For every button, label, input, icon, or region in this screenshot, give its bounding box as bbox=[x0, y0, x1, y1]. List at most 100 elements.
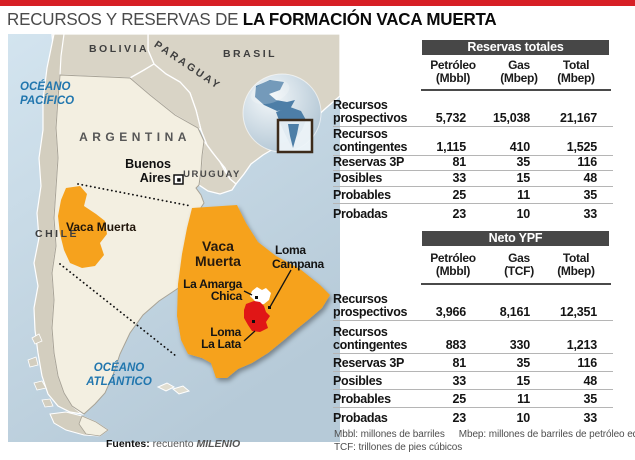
footnote-tcf: TCF: trillones de pies cúbicos bbox=[334, 442, 463, 453]
table-row: Probadas 23 10 33 bbox=[333, 204, 613, 222]
cell-value: 12,351 bbox=[559, 305, 597, 319]
column-name: Gas bbox=[508, 251, 530, 265]
header-underline bbox=[421, 283, 611, 285]
footnote-line-1: Mbbl: millones de barriles Mbep: millones… bbox=[334, 429, 635, 440]
row-label-2: prospectivos bbox=[333, 305, 408, 319]
label-brasil: BRASIL bbox=[223, 48, 277, 60]
globe-locator bbox=[242, 73, 322, 154]
table-row: Probables 25 11 35 bbox=[333, 390, 613, 408]
table-row: Posibles 33 15 48 bbox=[333, 372, 613, 390]
label-bolivia: BOLIVIA bbox=[89, 43, 149, 55]
loma-la-lata-area bbox=[244, 301, 270, 332]
column-header-gas: Gas (TCF) bbox=[485, 252, 553, 278]
label-argentina: ARGENTINA bbox=[79, 130, 191, 144]
label-la-amarga-2: Chica bbox=[211, 289, 243, 303]
cell-value: 48 bbox=[583, 171, 597, 185]
label-ocean-pacific-1: OCÉANO bbox=[20, 80, 71, 93]
table-row: Reservas 3P 81 35 116 bbox=[333, 354, 613, 372]
label-inset-vaca: Vaca bbox=[202, 238, 234, 254]
cell-value: 8,161 bbox=[499, 305, 530, 319]
cell-value: 330 bbox=[509, 338, 530, 352]
table-title-bar: Reservas totales bbox=[422, 40, 609, 55]
source-text: recuento bbox=[149, 438, 197, 450]
column-name: Total bbox=[562, 251, 590, 265]
source-label: Fuentes: bbox=[106, 438, 150, 450]
cell-value: 116 bbox=[577, 356, 597, 370]
table-rows: Recursos prospectivos 3,966 8,161 12,351 … bbox=[333, 285, 613, 426]
leader-loma-la-lata bbox=[243, 330, 256, 342]
cell-value: 10 bbox=[516, 411, 530, 425]
label-loma-la-lata-1: Loma bbox=[210, 325, 241, 339]
label-inset-muerta: Muerta bbox=[195, 253, 241, 269]
table-row: Posibles 33 15 48 bbox=[333, 171, 613, 187]
row-label: Recursos bbox=[333, 98, 388, 112]
row-label-2: prospectivos bbox=[333, 111, 408, 125]
cell-value: 35 bbox=[516, 356, 530, 370]
row-label: Recursos bbox=[333, 127, 388, 141]
label-ocean-atlantic-2: ATLÁNTICO bbox=[85, 375, 152, 388]
cell-value: 81 bbox=[452, 155, 466, 169]
row-label: Probadas bbox=[333, 411, 388, 425]
column-name: Gas bbox=[508, 58, 530, 72]
cell-value: 33 bbox=[452, 374, 466, 388]
table-row: Reservas 3P 81 35 116 bbox=[333, 156, 613, 171]
column-header-gas: Gas (Mbep) bbox=[485, 59, 553, 85]
cell-value: 11 bbox=[517, 392, 530, 406]
label-loma-campana-1: Loma bbox=[275, 243, 306, 257]
table-row: Recursos contingentes 1,115 410 1,525 bbox=[333, 127, 613, 156]
argentina-region bbox=[51, 74, 205, 415]
label-la-amarga-1: La Amarga bbox=[183, 277, 243, 291]
row-label-2: contingentes bbox=[333, 140, 408, 154]
table-neto-ypf: Neto YPF Petróleo (Mbbl) Gas (TCF) Total… bbox=[333, 231, 613, 426]
argentina-map: BOLIVIA PARAGUAY BRASIL URUGUAY CHILE AR… bbox=[8, 34, 340, 442]
table-reservas-totales: Reservas totales Petróleo (Mbbl) Gas (Mb… bbox=[333, 40, 613, 223]
row-label: Recursos bbox=[333, 292, 388, 306]
column-unit: (Mbbl) bbox=[435, 71, 471, 85]
la-amarga-chica-area bbox=[250, 287, 271, 305]
cell-value: 33 bbox=[583, 207, 597, 221]
column-unit: (Mbbl) bbox=[435, 264, 471, 278]
label-ocean-pacific-2: PACÍFICO bbox=[20, 94, 74, 107]
header-underline bbox=[421, 89, 611, 91]
column-unit: (TCF) bbox=[504, 264, 534, 278]
label-vaca-muerta-main: Vaca Muerta bbox=[66, 220, 136, 234]
row-label: Reservas 3P bbox=[333, 155, 405, 169]
table-row: Recursos prospectivos 3,966 8,161 12,351 bbox=[333, 285, 613, 321]
cell-value: 3,966 bbox=[435, 305, 466, 319]
column-name: Petróleo bbox=[430, 251, 476, 265]
row-label-2: contingentes bbox=[333, 338, 408, 352]
cell-value: 33 bbox=[583, 411, 597, 425]
site-dot-la-amarga bbox=[255, 296, 258, 299]
cell-value: 81 bbox=[452, 356, 466, 370]
cell-value: 35 bbox=[583, 392, 597, 406]
globe-square-south-america bbox=[288, 124, 299, 148]
column-header-petroleo: Petróleo (Mbbl) bbox=[415, 59, 491, 85]
table-row: Probadas 23 10 33 bbox=[333, 408, 613, 426]
cell-value: 883 bbox=[445, 338, 466, 352]
top-accent-bar bbox=[0, 0, 635, 6]
page-title-bold: LA FORMACIÓN VACA MUERTA bbox=[242, 9, 497, 29]
table-row: Recursos prospectivos 5,732 15,038 21,167 bbox=[333, 91, 613, 127]
source-brand: MILENIO bbox=[196, 438, 241, 450]
cell-value: 23 bbox=[452, 207, 466, 221]
row-label: Reservas 3P bbox=[333, 356, 405, 370]
site-dot-loma-campana bbox=[268, 306, 271, 309]
column-unit: (Mbep) bbox=[557, 71, 595, 85]
table-title-bar: Neto YPF bbox=[422, 231, 609, 246]
map-svg: BOLIVIA PARAGUAY BRASIL URUGUAY CHILE AR… bbox=[8, 34, 340, 442]
cell-value: 48 bbox=[583, 374, 597, 388]
buenos-aires-marker-dot bbox=[177, 178, 181, 182]
globe-north-america bbox=[255, 80, 295, 111]
malvinas-islands bbox=[156, 382, 191, 395]
dotted-leader-bottom bbox=[59, 263, 177, 357]
footnote-mbbl: Mbbl: millones de barriles bbox=[334, 429, 445, 440]
cell-value: 25 bbox=[452, 188, 466, 202]
page-title: RECURSOS Y RESERVAS DE LA FORMACIÓN VACA… bbox=[7, 9, 608, 30]
cell-value: 1,115 bbox=[436, 140, 466, 154]
table-rows: Recursos prospectivos 5,732 15,038 21,167… bbox=[333, 91, 613, 222]
cell-value: 21,167 bbox=[559, 111, 597, 125]
tierra-del-fuego-argentina bbox=[78, 415, 109, 437]
row-label: Probables bbox=[333, 188, 391, 202]
column-unit: (Mbep) bbox=[557, 264, 595, 278]
